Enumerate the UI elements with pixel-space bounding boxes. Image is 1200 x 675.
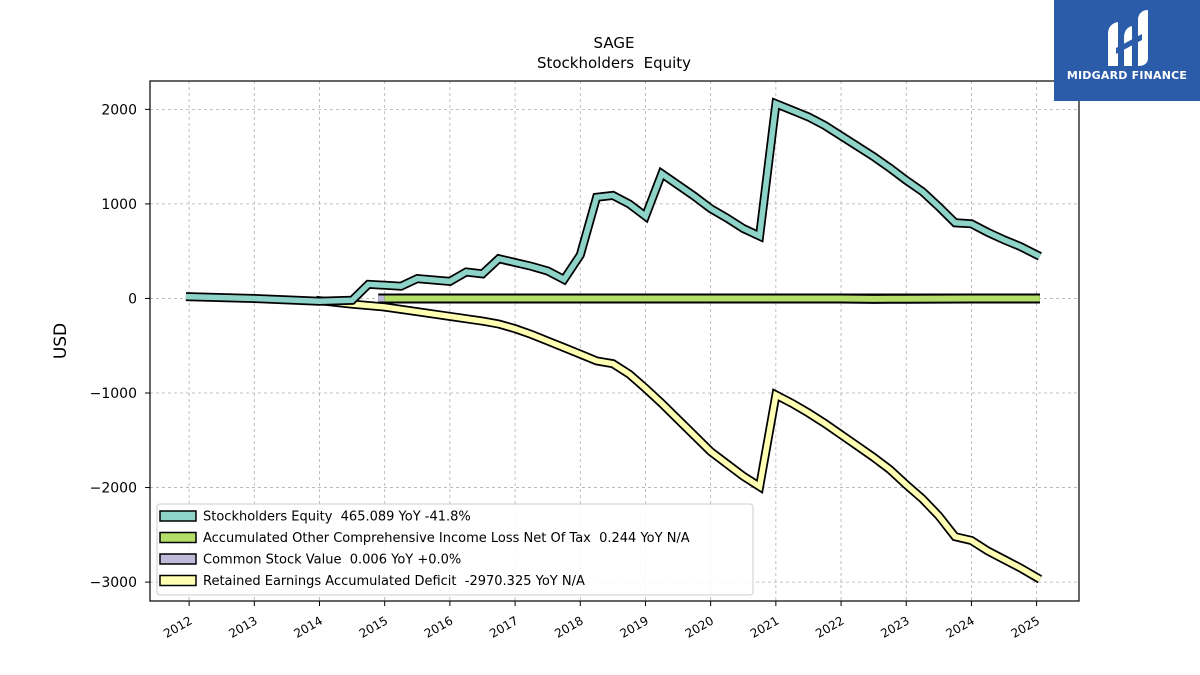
y-tick-label: 1000 [101,197,137,213]
brand-name: MIDGARD FINANCE [1066,69,1188,82]
x-tick-label: 2019 [618,613,651,640]
y-tick-label: −2000 [90,481,137,497]
plot-frame [149,80,1080,602]
x-tick-label: 2012 [161,613,194,640]
x-tick-label: 2013 [226,613,259,640]
x-tick-label: 2024 [943,613,976,640]
y-tick-label: 2000 [101,102,137,118]
y-tick-label: 0 [128,291,137,307]
y-tick-label: −1000 [90,386,137,402]
grid [150,81,1079,601]
x-tick-label: 2014 [292,613,325,640]
x-tick-label: 2015 [357,613,390,640]
y-tick-label: −3000 [90,575,137,591]
chart-title: SAGE [594,34,635,52]
series-line-outline [185,97,1042,306]
x-tick-label: 2017 [487,613,520,640]
x-tick-label: 2016 [422,613,455,640]
chart-subtitle: Stockholders Equity [537,54,691,72]
legend-swatch [159,531,197,544]
midgard-logo-icon [1108,10,1148,66]
x-tick-label: 2020 [683,613,716,640]
legend-swatch [159,574,197,587]
y-axis-label: USD [51,323,71,359]
legend-box [156,503,754,596]
x-tick-label: 2018 [552,613,585,640]
legend: Stockholders Equity 465.089 YoY -41.8% Ac… [156,503,754,596]
brand-logo: MIDGARD FINANCE [1054,0,1200,101]
legend-swatch [159,510,197,522]
legend-label: Retained Earnings Accumulated Deficit -2… [203,574,585,589]
x-tick-label: 2025 [1009,613,1042,640]
legend-swatch [159,553,197,565]
legend-label: Accumulated Other Comprehensive Income L… [203,531,690,546]
series-lines [185,97,1043,584]
series-line [185,99,1042,305]
legend-label: Common Stock Value 0.006 YoY +0.0% [203,553,461,568]
x-tick-label: 2021 [748,613,781,640]
x-tick-label: 2022 [813,613,846,640]
series-line [315,297,1042,582]
x-tick-label: 2023 [878,613,911,640]
legend-label: Stockholders Equity 465.089 YoY -41.8% [203,510,471,525]
